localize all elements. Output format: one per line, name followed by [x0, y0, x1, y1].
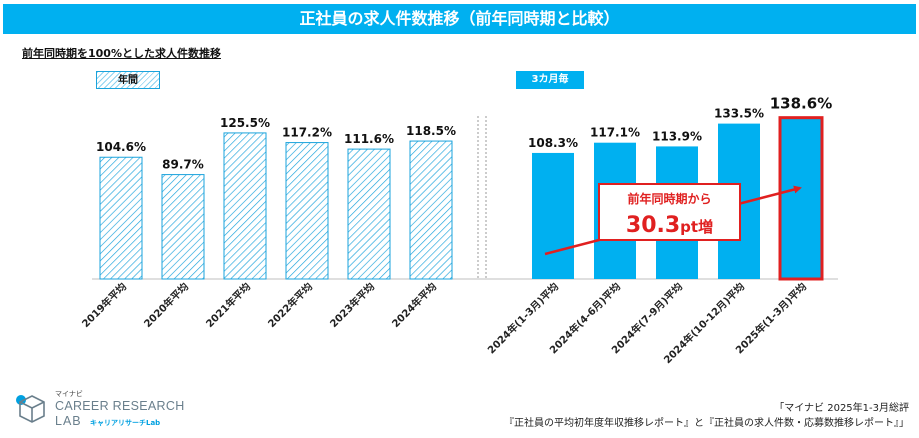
- bar-11: [778, 116, 824, 281]
- category-label-7: 2024年(1-3月)平均: [485, 280, 561, 356]
- bar-1: [99, 156, 143, 280]
- value-label-4: 117.2%: [282, 126, 332, 140]
- logo-line2: LAB: [55, 414, 82, 428]
- value-label-8: 117.1%: [590, 126, 640, 140]
- value-label-9: 113.9%: [652, 129, 702, 143]
- source-note: 「マイナビ 2025年1-3月総評 『正社員の平均初年度年収推移レポート』と『正…: [504, 401, 909, 431]
- category-label-2: 2020年平均: [141, 280, 191, 330]
- bar-4: [285, 142, 329, 280]
- category-label-6: 2024年平均: [389, 280, 439, 330]
- category-label-1: 2019年平均: [79, 280, 129, 330]
- value-label-7: 108.3%: [528, 136, 578, 150]
- value-label-5: 111.6%: [344, 132, 394, 146]
- group-separator: [477, 116, 487, 279]
- annotation-value-number: 30.3: [626, 213, 680, 238]
- annotation-value-unit: pt増: [680, 218, 713, 236]
- value-label-2: 89.7%: [162, 158, 204, 172]
- logo-line1: CAREER RESEARCH: [55, 399, 185, 413]
- category-label-3: 2021年平均: [203, 280, 253, 330]
- bar-6: [409, 140, 453, 280]
- value-label-6: 118.5%: [406, 124, 456, 138]
- source-line1: 「マイナビ 2025年1-3月総評: [774, 403, 909, 414]
- logo-cube-icon: [16, 395, 45, 423]
- value-label-10: 133.5%: [714, 107, 764, 121]
- annual-group-tag: 年間: [96, 71, 160, 89]
- bar-7: [532, 152, 574, 279]
- logo: マイナビ CAREER RESEARCH LAB キャリアリサーチLab: [14, 387, 194, 429]
- bar-2: [161, 174, 205, 280]
- annotation-line1: 前年同時期から: [627, 191, 711, 206]
- logo-subtitle: キャリアリサーチLab: [90, 419, 161, 427]
- category-label-5: 2023年平均: [327, 280, 377, 330]
- value-label-1: 104.6%: [96, 140, 146, 154]
- bar-5: [347, 148, 391, 280]
- bar-3: [223, 132, 267, 280]
- chart-title: 正社員の求人件数推移（前年同時期と比較）: [3, 4, 916, 34]
- source-line2: 『正社員の平均初年度年収推移レポート』と『正社員の求人件数・応募数推移レポート』…: [504, 418, 909, 429]
- chart-subtitle: 前年同時期を100%とした求人件数推移: [22, 47, 221, 60]
- value-label-11: 138.6%: [770, 95, 832, 113]
- value-label-3: 125.5%: [220, 116, 270, 130]
- logo-brand: マイナビ: [55, 390, 83, 398]
- annotation-value: 30.3pt増: [626, 213, 713, 238]
- quarterly-group-tag: 3カ月毎: [516, 71, 584, 89]
- annotation-box: [598, 183, 741, 241]
- category-label-4: 2022年平均: [265, 280, 315, 330]
